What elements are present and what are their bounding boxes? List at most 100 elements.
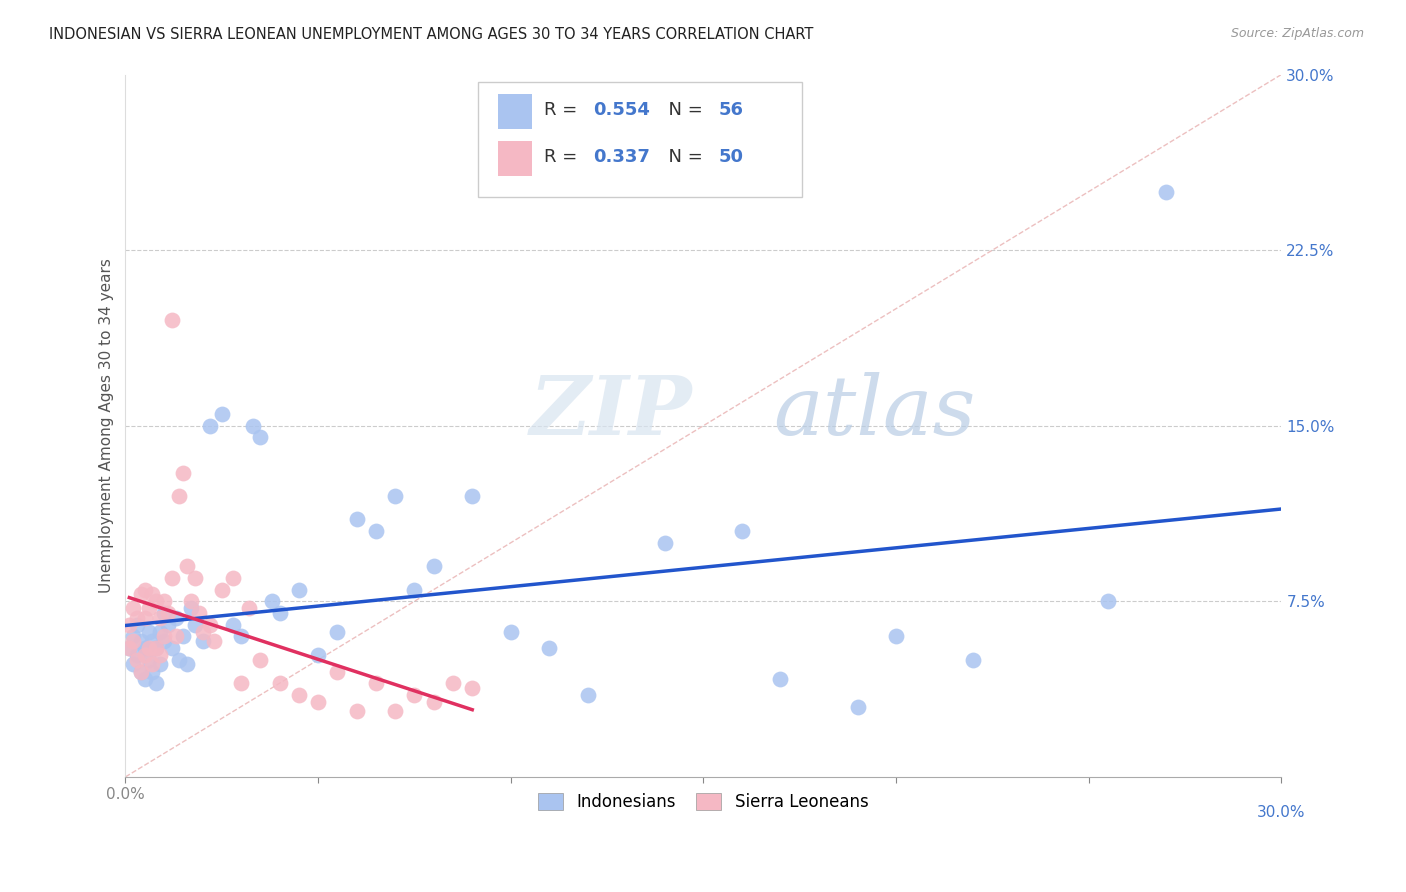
Point <box>307 695 329 709</box>
Point <box>200 617 222 632</box>
Point <box>222 617 245 632</box>
Point <box>129 634 152 648</box>
Point <box>129 665 152 679</box>
FancyBboxPatch shape <box>498 95 533 129</box>
Point <box>169 489 191 503</box>
Point <box>138 653 160 667</box>
Point <box>346 512 368 526</box>
Point <box>422 559 444 574</box>
Point <box>191 634 214 648</box>
Point <box>165 629 187 643</box>
Text: 56: 56 <box>718 101 744 119</box>
FancyBboxPatch shape <box>498 141 533 177</box>
Point <box>169 653 191 667</box>
Text: INDONESIAN VS SIERRA LEONEAN UNEMPLOYMENT AMONG AGES 30 TO 34 YEARS CORRELATION : INDONESIAN VS SIERRA LEONEAN UNEMPLOYMEN… <box>49 27 814 42</box>
Text: N =: N = <box>657 101 709 119</box>
Text: 50: 50 <box>718 148 744 167</box>
Point <box>404 582 426 597</box>
Point <box>326 665 349 679</box>
Point <box>172 466 194 480</box>
Point <box>422 695 444 709</box>
Point <box>461 489 484 503</box>
Point <box>118 641 141 656</box>
Point <box>269 676 291 690</box>
Point <box>153 606 176 620</box>
Point <box>138 641 160 656</box>
Text: ZIP: ZIP <box>530 372 693 451</box>
Point <box>242 418 264 433</box>
Point <box>122 634 145 648</box>
Point <box>249 430 271 444</box>
Point <box>364 524 387 538</box>
Text: R =: R = <box>544 148 583 167</box>
Point <box>125 617 148 632</box>
Point <box>654 535 676 549</box>
Point <box>176 559 198 574</box>
Point <box>134 672 156 686</box>
Point <box>884 629 907 643</box>
Point <box>145 594 167 608</box>
Point <box>141 665 163 679</box>
Point <box>149 624 172 639</box>
Point <box>187 606 209 620</box>
Point <box>149 648 172 662</box>
Point <box>307 648 329 662</box>
Point <box>138 601 160 615</box>
Text: Source: ZipAtlas.com: Source: ZipAtlas.com <box>1230 27 1364 40</box>
Point <box>145 641 167 656</box>
Point <box>222 571 245 585</box>
Point <box>141 657 163 672</box>
Point <box>129 665 152 679</box>
Point <box>538 641 561 656</box>
Point <box>125 648 148 662</box>
Point <box>238 601 260 615</box>
Point <box>229 676 252 690</box>
Point <box>288 582 311 597</box>
Point <box>145 641 167 656</box>
Point <box>172 629 194 643</box>
Point <box>441 676 464 690</box>
Text: N =: N = <box>657 148 709 167</box>
Text: 0.337: 0.337 <box>593 148 651 167</box>
Point <box>346 704 368 718</box>
Point <box>269 606 291 620</box>
Point <box>731 524 754 538</box>
Point <box>1097 594 1119 608</box>
Point <box>118 617 141 632</box>
Point <box>846 699 869 714</box>
Point <box>134 648 156 662</box>
Point <box>180 594 202 608</box>
Point <box>364 676 387 690</box>
Point <box>229 629 252 643</box>
Point <box>576 688 599 702</box>
Point <box>191 624 214 639</box>
Point <box>211 407 233 421</box>
Point <box>134 582 156 597</box>
Point <box>129 587 152 601</box>
Point <box>156 606 179 620</box>
Point <box>122 629 145 643</box>
Point <box>384 704 406 718</box>
Point <box>141 587 163 601</box>
Point <box>1154 185 1177 199</box>
Point <box>118 641 141 656</box>
Point <box>156 617 179 632</box>
Point <box>153 629 176 643</box>
Point <box>769 672 792 686</box>
Point <box>153 634 176 648</box>
Point <box>202 634 225 648</box>
Point <box>249 653 271 667</box>
Point <box>153 594 176 608</box>
Point <box>138 624 160 639</box>
Point <box>384 489 406 503</box>
Point <box>211 582 233 597</box>
Point <box>180 601 202 615</box>
Point <box>122 601 145 615</box>
Text: 30.0%: 30.0% <box>1257 805 1306 820</box>
Text: R =: R = <box>544 101 583 119</box>
Point <box>200 418 222 433</box>
Point <box>134 641 156 656</box>
Point <box>184 571 207 585</box>
Point <box>288 688 311 702</box>
Text: atlas: atlas <box>773 372 976 451</box>
